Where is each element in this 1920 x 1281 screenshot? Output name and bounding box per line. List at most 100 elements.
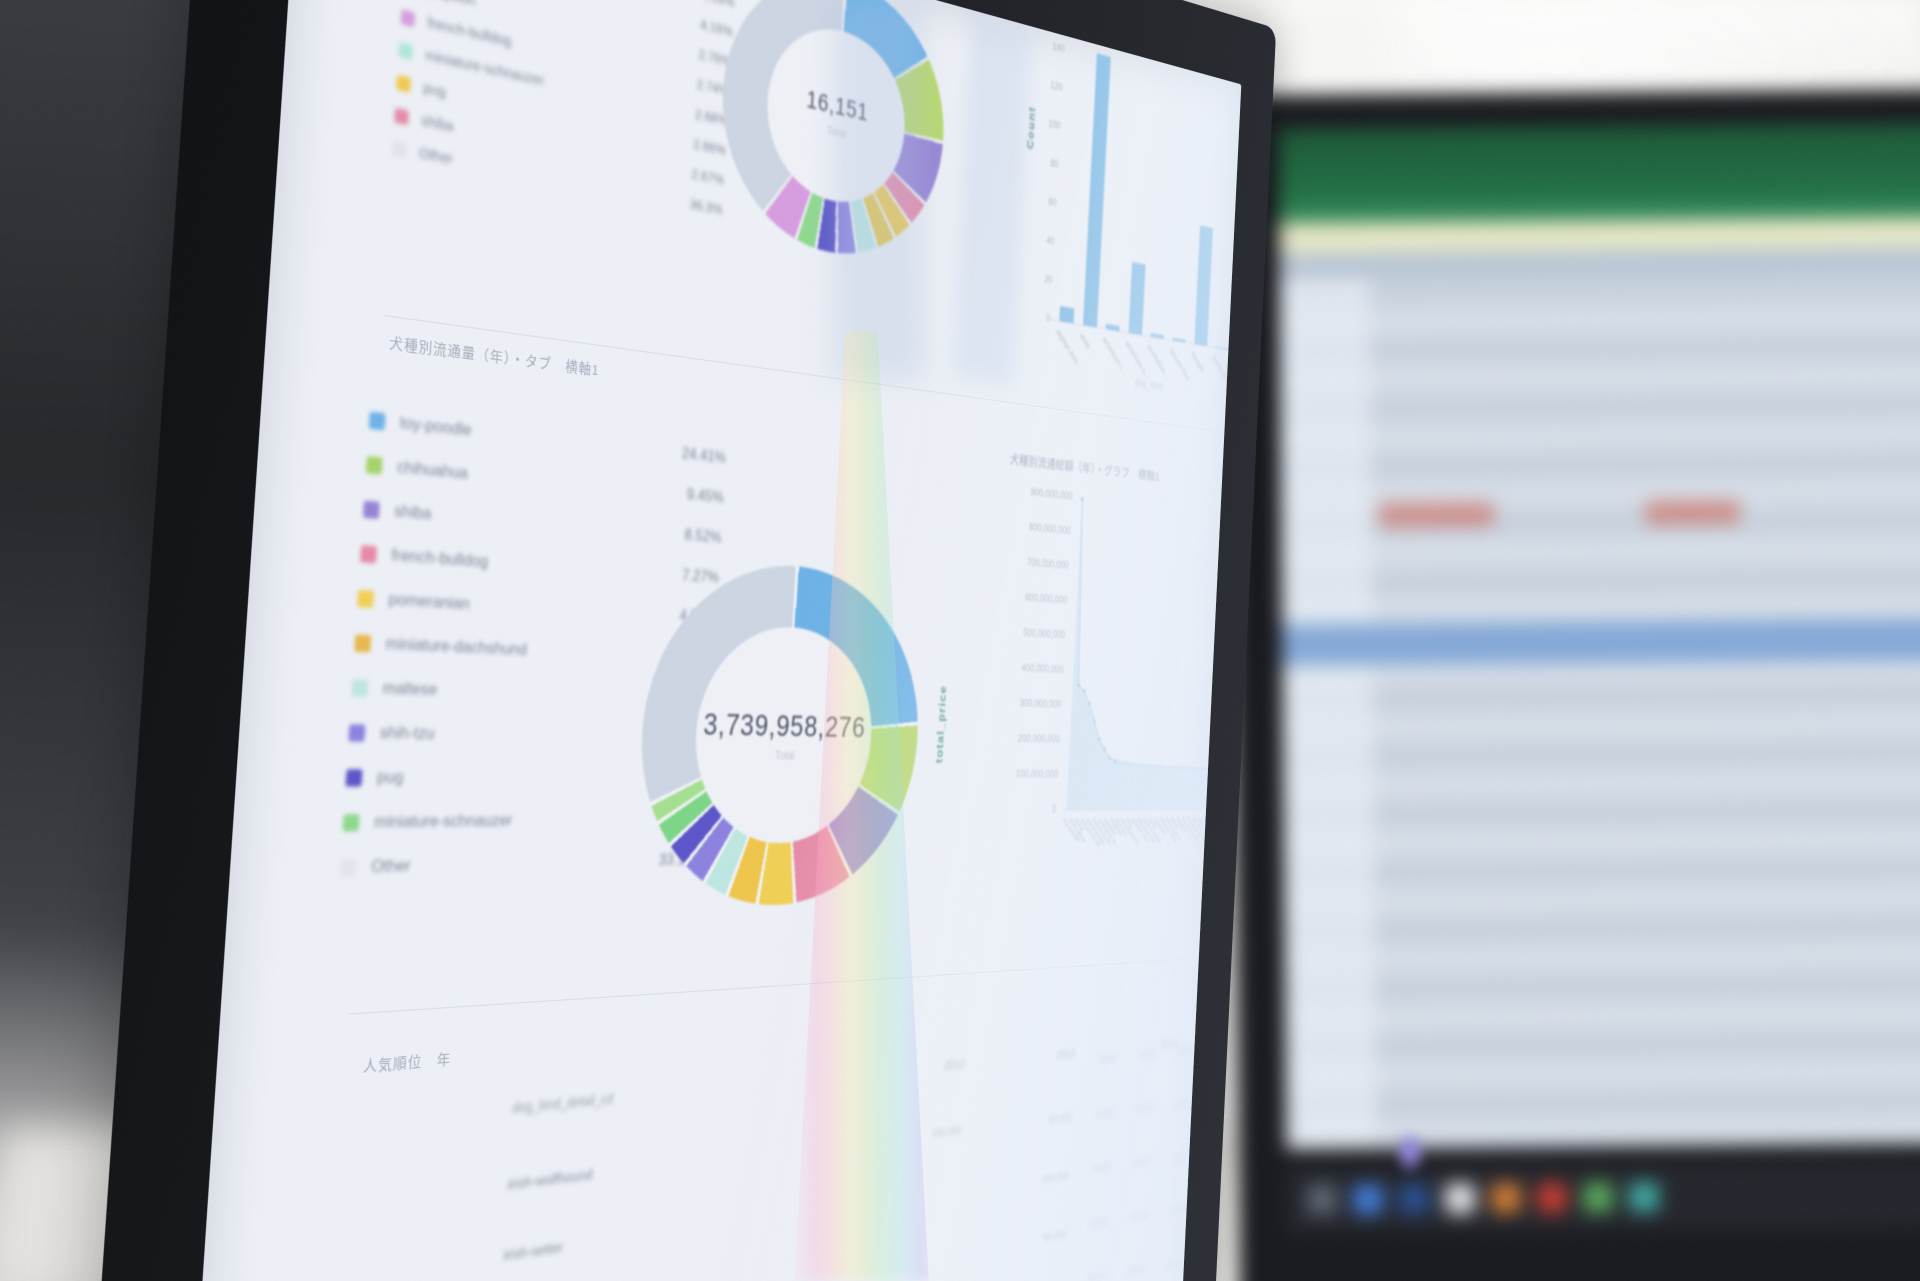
donut2-legend-label: maltese	[382, 678, 438, 699]
donut1-legend-swatch-icon	[400, 9, 416, 28]
donut1-legend-swatch-icon	[398, 42, 414, 60]
donut2-legend-label: miniature-schnauzer	[373, 811, 513, 832]
donut2-legend-label: french-bulldog	[390, 545, 489, 571]
area-chart-ytick: 400,000,000	[1021, 661, 1064, 676]
spreadsheet-red-cells	[1378, 502, 1495, 528]
bar-chart-ytick: 120	[1050, 78, 1063, 94]
bar-chart-ytick: 80	[1050, 157, 1059, 171]
table-year-header: 2013	[1056, 1046, 1076, 1062]
faint-number-dash	[1228, 776, 1242, 784]
bar	[1082, 53, 1111, 328]
area-chart-ytick: 700,000,000	[1026, 556, 1070, 572]
section-divider	[347, 954, 1242, 1015]
bar-chart-ylabel: Count	[1025, 104, 1038, 151]
bar-chart-xtick: bernese-mo…	[1231, 357, 1242, 401]
donut2-legend-value: 9.45%	[686, 485, 725, 507]
faint-number-dash	[1237, 598, 1242, 607]
faint-number-dash	[1211, 1095, 1230, 1104]
faint-number-dash	[1238, 562, 1242, 572]
donut2-legend-swatch-icon	[345, 768, 363, 787]
donut2-legend-swatch-icon	[351, 678, 369, 697]
table-column-header: dog_kind_detail_cd	[512, 1090, 614, 1116]
area-chart-ytick: 0	[1051, 803, 1057, 815]
faint-number-dash	[1240, 527, 1242, 537]
faint-number-dash	[1214, 1043, 1232, 1051]
area-chart-ytick: 600,000,000	[1024, 591, 1068, 606]
taskbar-app-icon	[1444, 1183, 1476, 1214]
spreadsheet-selected-band	[1281, 617, 1920, 667]
donut2-legend-swatch-icon	[360, 544, 378, 563]
table-row-breed: irish-setter	[502, 1239, 564, 1265]
bar	[1128, 261, 1146, 336]
section1-header: 犬種別流通量（年）・タブ 横軸1	[388, 334, 600, 379]
donut2-legend-label: pug	[376, 767, 404, 787]
spreadsheet-screen	[1277, 122, 1920, 1150]
area-chart-xtick: shetland-she…	[1201, 814, 1226, 851]
bar-chart-ytick: 60	[1048, 195, 1057, 209]
donut2-legend-swatch-icon	[368, 411, 386, 430]
main-monitor: miniature-dachshund4.70%maltese4.46%shih…	[75, 0, 1277, 1281]
area-chart-ytick: 200,000,000	[1017, 732, 1061, 745]
bar-chart-plot	[1050, 42, 1242, 359]
table-row-breed: irish-wolfhound	[507, 1166, 594, 1194]
area-chart-ytick: 900,000,000	[1030, 486, 1073, 502]
spreadsheet-red-cells	[1644, 500, 1741, 525]
area-marker	[1080, 496, 1084, 502]
donut1-legend-swatch-icon	[396, 74, 411, 93]
taskbar-app-icon	[1582, 1182, 1614, 1213]
taskbar-app-icon	[1306, 1184, 1338, 1215]
donut2-legend-label: pomeranian	[387, 589, 471, 613]
donut2-legend-value: 24.41%	[681, 444, 727, 467]
spreadsheet-ribbon	[1277, 122, 1920, 204]
spreadsheet-row-headers	[1278, 278, 1377, 1150]
area-chart-xtick: dalmatian	[1217, 814, 1235, 840]
donut2-legend-swatch-icon	[357, 589, 375, 608]
faint-number-dash	[1235, 633, 1242, 642]
bar-chart-ytick: 0	[1046, 312, 1051, 325]
taskbar-app-icon	[1352, 1184, 1384, 1215]
area-chart-ylabel: total_price	[933, 684, 949, 764]
bar-chart-xtick: bedlington…	[1211, 354, 1235, 393]
bar	[1194, 225, 1213, 347]
faint-number-dash	[1230, 740, 1242, 748]
table-cell-value: 298,000	[1041, 1169, 1070, 1186]
bar-chart-xtick: akita	[1078, 331, 1092, 351]
bar-chart-xtick: afghan-hou…	[1054, 327, 1084, 372]
lens-flare-top	[832, 0, 924, 380]
area-chart-ytick: 100,000,000	[1015, 767, 1059, 780]
taskbar-app-icon	[1398, 1183, 1430, 1215]
bar-chart-xtick: basset-hou…	[1168, 346, 1195, 389]
bar-chart: Count 0 20 40 60 80 100 120 140 afghan-hou… akit…	[1016, 27, 1242, 422]
area-fill	[1066, 498, 1242, 811]
area-chart-xtick: bernese-moun…	[1212, 814, 1239, 854]
donut2-legend-value: 8.52%	[683, 525, 722, 547]
taskbar	[1286, 1160, 1920, 1234]
area-chart-ytick: 500,000,000	[1023, 626, 1066, 641]
donut2-legend-label: shih-tzu	[379, 722, 436, 743]
bar-chart-xtick: beagle	[1189, 350, 1205, 374]
bar	[1105, 323, 1120, 332]
area-chart-ytick: 800,000,000	[1028, 521, 1071, 537]
bar-chart-xtick: american-c…	[1101, 335, 1129, 379]
faint-number-dash	[1231, 704, 1242, 713]
donut1-legend-swatch-icon	[394, 107, 409, 126]
section2-header: 人気順位 年	[362, 1051, 452, 1076]
taskbar-app-icon	[1536, 1182, 1568, 1213]
donut2-total-label: Total	[774, 747, 796, 762]
bar	[1236, 306, 1242, 354]
donut2-legend-swatch-icon	[348, 723, 366, 742]
table-cell-value: 90,500	[1048, 1111, 1073, 1126]
area-chart-plot	[1063, 494, 1242, 816]
area-chart-ytick: 300,000,000	[1019, 697, 1062, 710]
area-chart-header: 犬種別流通総額（年）・グラフ 横軸1	[1009, 452, 1160, 484]
donut2-legend-swatch-icon	[362, 500, 380, 519]
bar	[1059, 305, 1075, 324]
donut2-legend-label: Other	[370, 855, 412, 877]
donut2-legend-swatch-icon	[354, 634, 372, 652]
taskbar-app-icon	[1490, 1182, 1522, 1214]
bar	[1150, 333, 1165, 340]
bar-chart-xlabel: dog_kind	[1134, 376, 1163, 392]
donut1-legend-swatch-icon	[391, 140, 407, 159]
table-cell-value: 98,333	[1042, 1228, 1067, 1244]
